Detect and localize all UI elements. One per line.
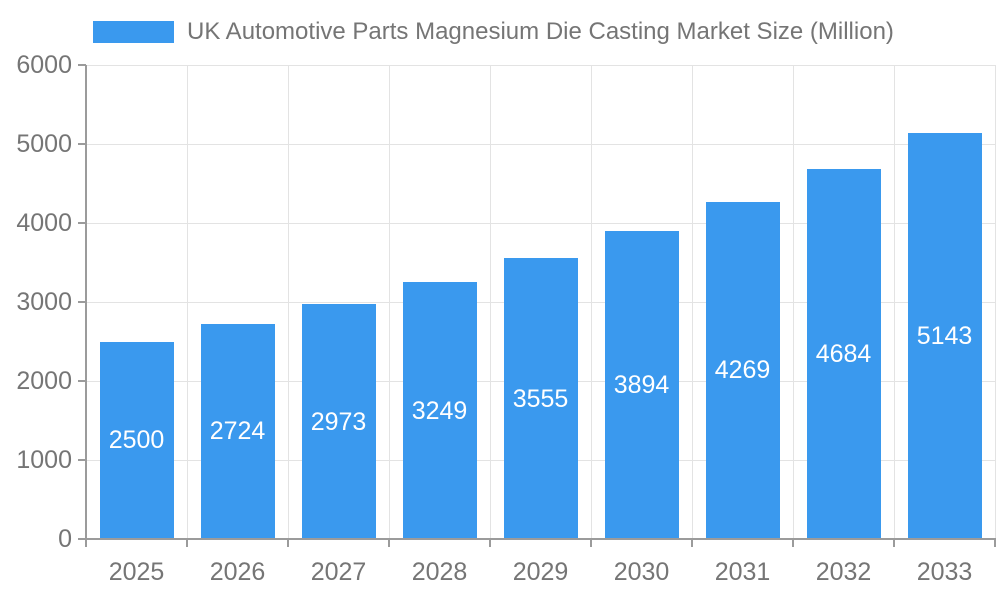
y-axis-tick: [78, 222, 86, 224]
bar-value-label: 4269: [714, 356, 771, 385]
x-tick-label: 2033: [916, 558, 973, 586]
x-axis-tick: [792, 539, 794, 547]
x-tick-label: 2028: [411, 558, 468, 586]
y-tick-label: 3000: [16, 288, 72, 316]
y-axis-line: [85, 65, 87, 541]
y-gridline: [86, 64, 995, 66]
y-axis-tick: [78, 538, 86, 540]
x-gridline: [186, 65, 188, 539]
y-gridline: [86, 143, 995, 145]
x-axis-tick: [85, 539, 87, 547]
x-gridline: [287, 65, 289, 539]
y-axis-tick: [78, 301, 86, 303]
y-tick-label: 0: [58, 525, 72, 553]
bar-value-label: 3894: [613, 371, 670, 400]
x-tick-label: 2027: [310, 558, 367, 586]
y-gridline: [86, 222, 995, 224]
bar[interactable]: [99, 341, 174, 539]
x-gridline: [691, 65, 693, 539]
legend-swatch: [93, 21, 174, 43]
bar[interactable]: [907, 132, 982, 539]
y-axis-tick: [78, 64, 86, 66]
bar[interactable]: [200, 323, 275, 539]
x-axis-tick: [893, 539, 895, 547]
y-axis-tick: [78, 143, 86, 145]
bar[interactable]: [402, 282, 477, 539]
bar[interactable]: [301, 304, 376, 539]
legend[interactable]: UK Automotive Parts Magnesium Die Castin…: [93, 15, 894, 49]
bar-value-label: 3249: [411, 396, 468, 425]
x-gridline: [489, 65, 491, 539]
bar[interactable]: [705, 201, 780, 539]
x-axis-tick: [489, 539, 491, 547]
bar-value-label: 4684: [815, 339, 872, 368]
x-tick-label: 2031: [714, 558, 771, 586]
bar-value-label: 2500: [108, 426, 165, 455]
bar[interactable]: [604, 231, 679, 539]
x-tick-label: 2030: [613, 558, 670, 586]
x-tick-label: 2026: [209, 558, 266, 586]
legend-label: UK Automotive Parts Magnesium Die Castin…: [187, 18, 894, 45]
bar-value-label: 3555: [512, 384, 569, 413]
bar-value-label: 2973: [310, 407, 367, 436]
y-axis-tick: [78, 380, 86, 382]
x-axis-tick: [994, 539, 996, 547]
y-tick-label: 6000: [16, 51, 72, 79]
x-axis-tick: [388, 539, 390, 547]
x-gridline: [893, 65, 895, 539]
y-tick-label: 5000: [16, 130, 72, 158]
x-axis-tick: [287, 539, 289, 547]
y-tick-label: 2000: [16, 367, 72, 395]
x-axis-tick: [590, 539, 592, 547]
y-tick-label: 1000: [16, 446, 72, 474]
y-axis-tick: [78, 459, 86, 461]
y-tick-label: 4000: [16, 209, 72, 237]
x-axis-line: [85, 538, 996, 540]
x-gridline: [388, 65, 390, 539]
x-tick-label: 2032: [815, 558, 872, 586]
bar-value-label: 5143: [916, 321, 973, 350]
x-gridline: [590, 65, 592, 539]
x-gridline: [792, 65, 794, 539]
bar[interactable]: [806, 168, 881, 539]
x-axis-tick: [186, 539, 188, 547]
x-axis-tick: [691, 539, 693, 547]
x-gridline: [994, 65, 996, 539]
x-tick-label: 2025: [108, 558, 165, 586]
x-tick-label: 2029: [512, 558, 569, 586]
bar-value-label: 2724: [209, 417, 266, 446]
bar[interactable]: [503, 258, 578, 539]
